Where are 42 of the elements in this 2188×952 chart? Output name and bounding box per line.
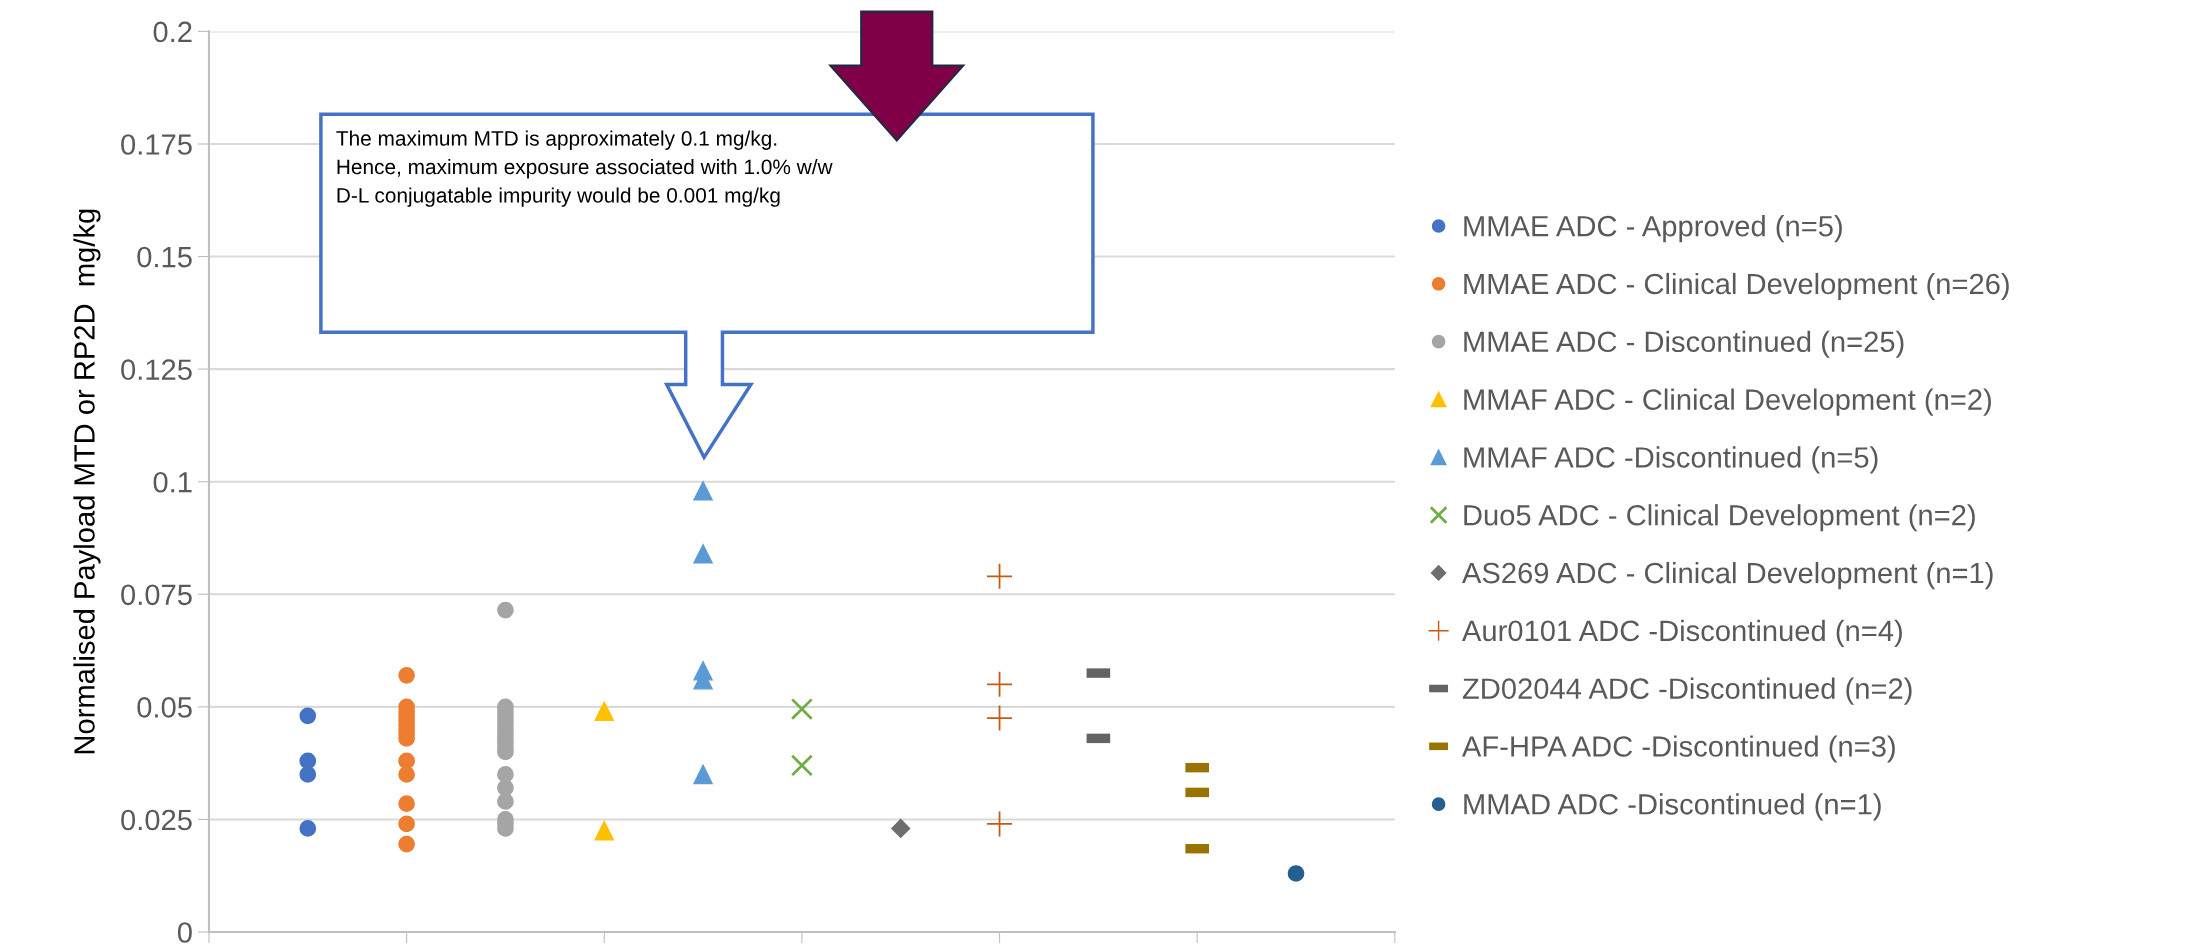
- point: [497, 601, 514, 619]
- legend-label: AF-HPA ADC -Discontinued (n=3): [1461, 735, 1895, 763]
- point: [790, 698, 814, 721]
- point: [299, 766, 317, 783]
- y-tick-label: 0.15: [137, 246, 192, 268]
- point: [693, 480, 713, 501]
- point: [497, 766, 514, 783]
- y-tick-label: 0.125: [121, 359, 192, 380]
- legend-label: MMAF ADC -Discontinued (n=5): [1464, 446, 1878, 474]
- legend-label: MMAF ADC - Clinical Development (n=2): [1464, 388, 1991, 416]
- point: [790, 754, 814, 777]
- point: [1287, 865, 1305, 882]
- annotation: The maximum MTD is approximately 0.1 mg/kg. Hence, maximum exposure associated with 1.0% w/w D-L conjugatable impurity would be 0.001 mg/kg: [336, 130, 833, 207]
- point: [398, 667, 415, 684]
- point: [594, 820, 614, 841]
- point: [398, 815, 415, 833]
- y-tick-label: 0.05: [137, 697, 192, 718]
- legend-label: AS269 ADC - Clinical Development (n=1): [1461, 561, 1993, 590]
- legend-label: ZD02044 ADC -Discontinued (n=2): [1462, 677, 1912, 705]
- point: [891, 818, 911, 838]
- y-tick-label: 0.075: [121, 584, 192, 606]
- y-tick-label: 0.175: [121, 134, 192, 155]
- point: [299, 820, 317, 837]
- legend-label: MMAE ADC - Clinical Development (n=26): [1464, 272, 2009, 301]
- y-tick-label: 0.025: [121, 809, 192, 831]
- legend-label: Aur0101 ADC -Discontinued (n=4): [1461, 619, 1902, 647]
- point: [693, 544, 713, 564]
- y-axis-title: Normalised Payload MTD or RP2D mg/kg: [73, 209, 101, 754]
- point: [398, 795, 415, 813]
- y-tick-label: 0: [177, 922, 192, 943]
- legend-label: Duo5 ADC - Clinical Development (n=2): [1464, 504, 1975, 532]
- point: [398, 766, 415, 783]
- legend-label: MMAE ADC - Approved (n=5): [1464, 215, 1842, 243]
- point: [299, 707, 317, 725]
- legend-label: MMAD ADC -Discontinued (n=1): [1464, 793, 1881, 821]
- point: [693, 764, 713, 785]
- point: [594, 701, 614, 722]
- y-tick-label: 0.1: [153, 471, 192, 493]
- legend-label: MMAE ADC - Discontinued (n=25): [1464, 330, 1904, 358]
- y-tick-label: 0.2: [153, 21, 192, 43]
- point: [398, 835, 415, 853]
- point: [497, 793, 514, 810]
